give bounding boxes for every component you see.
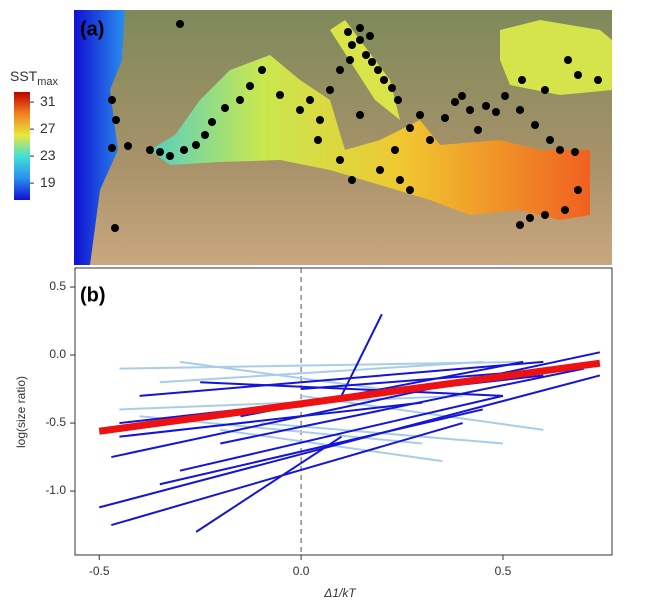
x-tick-label: -0.5: [89, 564, 110, 578]
sample-site: [516, 221, 524, 229]
y-axis-label: log(size ratio): [14, 376, 28, 448]
sample-site: [201, 131, 209, 139]
x-tick-label: 0.5: [495, 564, 512, 578]
sample-site: [406, 186, 414, 194]
sample-site: [326, 86, 334, 94]
sample-site: [391, 146, 399, 154]
sample-site: [518, 76, 526, 84]
sample-site: [180, 146, 188, 154]
sample-site: [451, 98, 459, 106]
map: (a): [74, 10, 612, 265]
sample-site: [314, 136, 322, 144]
sample-site: [246, 82, 254, 90]
sample-site: [458, 92, 466, 100]
sample-site: [416, 111, 424, 119]
sample-site: [546, 136, 554, 144]
sample-site: [501, 92, 509, 100]
sample-site: [356, 111, 364, 119]
sample-site: [344, 28, 352, 36]
figure: (a) SSTmax 19 23 27 31 (b) Δ1/kT log(size r…: [0, 0, 652, 608]
sample-site: [396, 176, 404, 184]
sample-site: [124, 142, 132, 150]
sample-site: [571, 148, 579, 156]
sample-site: [366, 32, 374, 40]
sample-site: [166, 152, 174, 160]
sample-site: [146, 146, 154, 154]
x-axis-label: Δ1/kT: [323, 586, 357, 600]
sample-site: [316, 116, 324, 124]
sample-site: [564, 56, 572, 64]
sample-site: [376, 166, 384, 174]
sample-site: [336, 66, 344, 74]
sample-site: [531, 121, 539, 129]
sample-site: [346, 56, 354, 64]
sample-site: [236, 96, 244, 104]
sample-site: [466, 106, 474, 114]
sample-site: [388, 84, 396, 92]
series-line: [160, 409, 483, 484]
colorbar-tick-label: 31: [40, 93, 56, 109]
sample-site: [541, 211, 549, 219]
sample-site: [356, 36, 364, 44]
sample-site: [208, 118, 216, 126]
black-sea: [500, 20, 612, 95]
sample-site: [348, 41, 356, 49]
colorbar: SSTmax 19 23 27 31: [10, 68, 59, 200]
y-tick-label: -1.0: [45, 483, 66, 497]
colorbar-title-sub: max: [37, 76, 58, 88]
sample-site: [296, 106, 304, 114]
sample-site: [441, 114, 449, 122]
sample-site: [541, 86, 549, 94]
y-tick-label: -0.5: [45, 415, 66, 429]
colorbar-scale: [14, 92, 30, 200]
sample-site: [221, 104, 229, 112]
colorbar-title-main: SST: [10, 68, 38, 84]
sample-site: [474, 126, 482, 134]
sample-site: [111, 224, 119, 232]
sample-site: [380, 76, 388, 84]
sample-site: [276, 91, 284, 99]
sample-site: [192, 141, 200, 149]
sample-site: [306, 96, 314, 104]
panel-label: (a): [80, 18, 104, 40]
sample-site: [374, 66, 382, 74]
y-tick-label: 0.0: [49, 347, 66, 361]
colorbar-tick-label: 19: [40, 174, 56, 190]
y-tick-label: 0.5: [49, 279, 66, 293]
sample-site: [574, 71, 582, 79]
sample-site: [356, 24, 364, 32]
colorbar-tick-label: 23: [40, 147, 56, 163]
sample-site: [112, 116, 120, 124]
x-tick-label: 0.0: [293, 564, 310, 578]
sample-site: [156, 148, 164, 156]
sample-site: [176, 20, 184, 28]
sample-site: [516, 106, 524, 114]
sample-site: [362, 51, 370, 59]
sample-site: [561, 206, 569, 214]
sample-site: [368, 58, 376, 66]
sample-site: [492, 108, 500, 116]
sample-site: [394, 96, 402, 104]
sample-site: [526, 214, 534, 222]
sample-site: [482, 102, 490, 110]
panel-label: (b): [80, 284, 106, 306]
colorbar-title: SSTmax: [10, 68, 59, 88]
sample-site: [594, 76, 602, 84]
sample-site: [108, 144, 116, 152]
sample-site: [556, 146, 564, 154]
sample-site: [258, 66, 266, 74]
colorbar-tick-label: 27: [40, 120, 56, 136]
sample-site: [406, 124, 414, 132]
sample-site: [348, 176, 356, 184]
sample-site: [336, 156, 344, 164]
line-chart: (b) Δ1/kT log(size ratio) -0.5 0.0 0.5 -1.0…: [14, 268, 612, 600]
series-line: [99, 363, 600, 431]
sample-site: [426, 136, 434, 144]
sample-site: [108, 96, 116, 104]
sample-site: [574, 186, 582, 194]
